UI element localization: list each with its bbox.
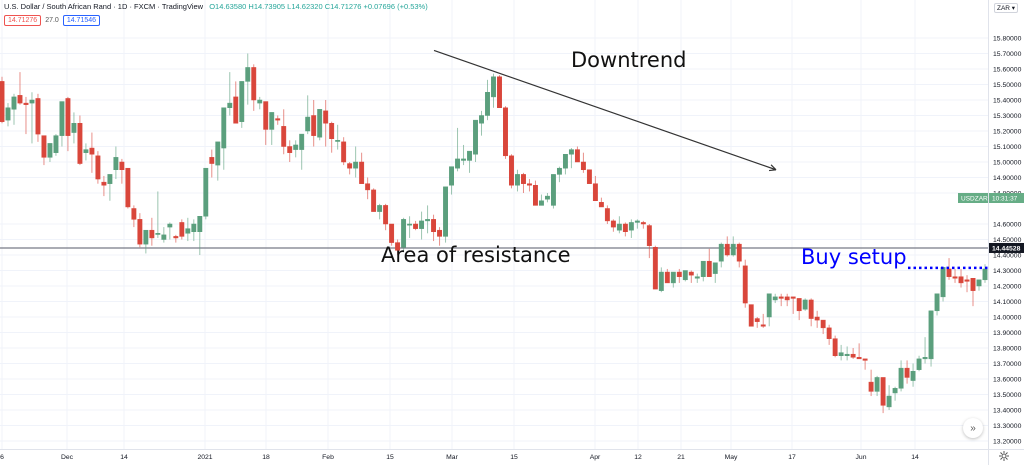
time-tick: 15 <box>510 454 518 461</box>
price-tick: 14.90000 <box>993 175 1022 182</box>
price-tick: 13.40000 <box>993 408 1022 415</box>
time-tick: Feb <box>322 454 334 461</box>
downtrend-label: Downtrend <box>571 48 686 72</box>
price-tick: 15.80000 <box>993 36 1022 43</box>
price-tick: 14.30000 <box>993 268 1022 275</box>
price-tick: 15.00000 <box>993 160 1022 167</box>
price-tick: 13.20000 <box>993 439 1022 446</box>
time-tick: 18 <box>262 454 270 461</box>
svg-text:10:31:37: 10:31:37 <box>992 196 1018 203</box>
time-tick: 2021 <box>197 454 212 461</box>
price-tick: 14.50000 <box>993 237 1022 244</box>
time-tick: 14 <box>120 454 128 461</box>
downtrend-line[interactable] <box>433 49 777 171</box>
price-tick: 13.60000 <box>993 377 1022 384</box>
resistance-price-label <box>989 242 1024 253</box>
price-tick: 13.90000 <box>993 330 1022 337</box>
time-tick: Dec <box>61 454 74 461</box>
scroll-to-realtime-button[interactable]: » <box>963 418 983 438</box>
time-tick: Apr <box>590 454 601 461</box>
time-tick: 21 <box>677 454 685 461</box>
svg-text:USDZAR: USDZAR <box>961 196 988 203</box>
price-tick: 14.40000 <box>993 253 1022 260</box>
symbol-title: U.S. Dollar / South African Rand · 1D · … <box>4 2 204 11</box>
price-tick: 14.60000 <box>993 222 1022 229</box>
gear-icon[interactable] <box>998 450 1010 462</box>
svg-text:14.44528: 14.44528 <box>992 245 1021 252</box>
price-tick: 14.20000 <box>993 284 1022 291</box>
price-tick: 14.00000 <box>993 315 1022 322</box>
currency-dropdown[interactable]: ZAR ▾ <box>994 3 1019 13</box>
time-tick: Mar <box>446 454 458 461</box>
price-tick: 15.30000 <box>993 113 1022 120</box>
time-tick: 12 <box>634 454 642 461</box>
ohlc-values: O14.63580 H14.73905 L14.62320 C14.71276 … <box>209 2 428 11</box>
price-tick: 15.70000 <box>993 51 1022 58</box>
price-tick: 15.60000 <box>993 67 1022 74</box>
trade-buttons: 14.71276 27.0 14.71546 <box>4 15 101 26</box>
candles <box>0 53 988 414</box>
price-tick: 14.10000 <box>993 299 1022 306</box>
price-tick: 15.50000 <box>993 82 1022 89</box>
price-tick: 15.10000 <box>993 144 1022 151</box>
double-chevron-right-icon: » <box>970 422 976 434</box>
time-tick: 6 <box>0 454 4 461</box>
chart-header: U.S. Dollar / South African Rand · 1D · … <box>4 2 428 11</box>
time-tick: Jun <box>856 454 867 461</box>
price-tick: 13.30000 <box>993 423 1022 430</box>
price-tick: 13.80000 <box>993 346 1022 353</box>
time-tick: May <box>725 454 738 461</box>
sell-button[interactable]: 14.71276 <box>4 15 42 26</box>
price-tick: 15.20000 <box>993 129 1022 136</box>
time-tick: 15 <box>386 454 394 461</box>
price-tick: 13.70000 <box>993 361 1022 368</box>
spread-value: 27.0 <box>45 17 59 24</box>
buy-button[interactable]: 14.71546 <box>62 15 101 26</box>
price-tick: 13.50000 <box>993 392 1022 399</box>
time-tick: 14 <box>911 454 919 461</box>
price-tick: 15.40000 <box>993 98 1022 105</box>
buy-setup-label: Buy setup <box>801 245 907 269</box>
resistance-label: Area of resistance <box>381 243 571 267</box>
symbol-price-label <box>958 193 988 203</box>
time-tick: 17 <box>788 454 796 461</box>
